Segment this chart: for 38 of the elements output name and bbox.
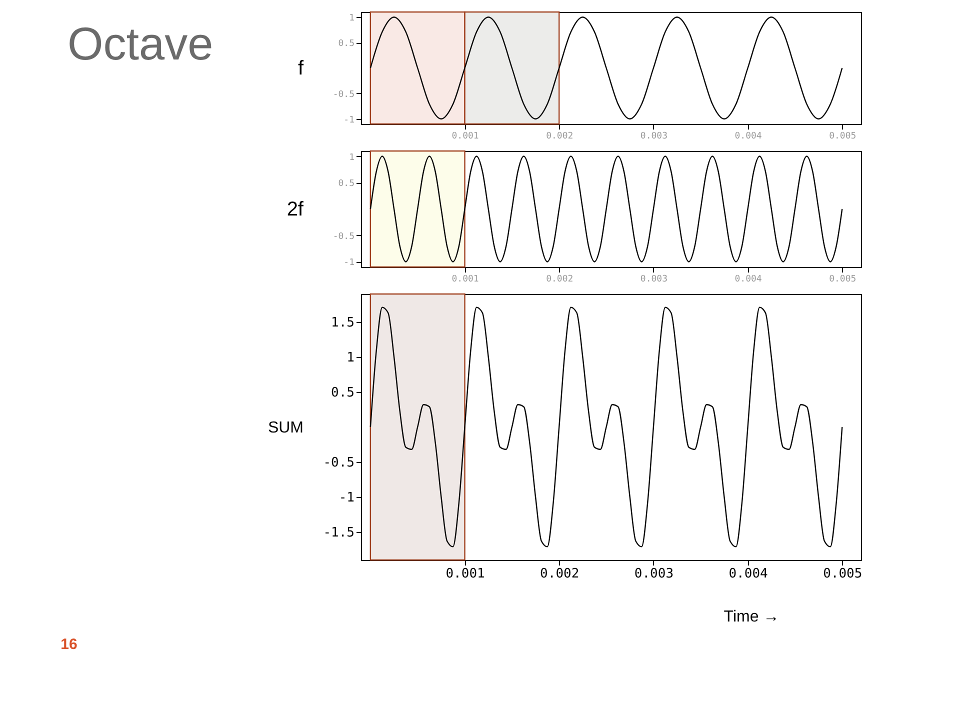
x-tick-label: 0.003 [640, 132, 668, 142]
x-tick-label: 0.005 [823, 566, 862, 582]
y-tick-label: 0.5 [338, 39, 354, 50]
x-tick-label: 0.004 [728, 566, 768, 582]
y-tick-label: -0.5 [332, 232, 354, 242]
y-axis-title: SUM [268, 420, 304, 436]
line-series [370, 306, 843, 548]
x-tick-label: 0.001 [446, 566, 485, 582]
y-tick-label: -1 [344, 115, 354, 126]
line-series [370, 156, 843, 262]
chart-title: Octave [67, 17, 214, 70]
text: 16 [60, 636, 78, 653]
x-tick-label: 0.002 [540, 566, 580, 582]
y-tick-label: -1.5 [323, 526, 354, 540]
y-tick-label: 1 [346, 350, 354, 366]
y-tick-label: -1 [338, 490, 354, 506]
x-tick-label: 0.005 [829, 132, 856, 142]
x-tick-label: 0.001 [452, 274, 479, 284]
x-tick-label: 0.002 [546, 274, 574, 284]
y-tick-label: 0.5 [331, 386, 354, 400]
y-tick-label: 1 [349, 152, 354, 163]
y-tick-label: 0.5 [338, 179, 354, 190]
x-tick-label: 0.004 [734, 274, 762, 284]
x-tick-label: 0.004 [734, 132, 762, 142]
x-tick-label: 0.002 [546, 132, 574, 142]
y-axis-title: f [298, 58, 304, 80]
y-tick-label: -1 [344, 258, 354, 268]
y-tick-label: -0.5 [332, 90, 354, 100]
line-series [370, 16, 843, 120]
x-axis-title: Time → [724, 608, 780, 626]
y-tick-label: 1 [349, 14, 354, 24]
y-axis-title: 2f [286, 198, 304, 220]
x-tick-label: 0.001 [452, 132, 479, 142]
y-tick-label: -0.5 [323, 456, 354, 470]
x-tick-label: 0.003 [640, 274, 668, 284]
x-tick-label: 0.003 [634, 566, 674, 582]
x-tick-label: 0.005 [829, 274, 856, 284]
y-tick-label: 1.5 [331, 316, 354, 330]
